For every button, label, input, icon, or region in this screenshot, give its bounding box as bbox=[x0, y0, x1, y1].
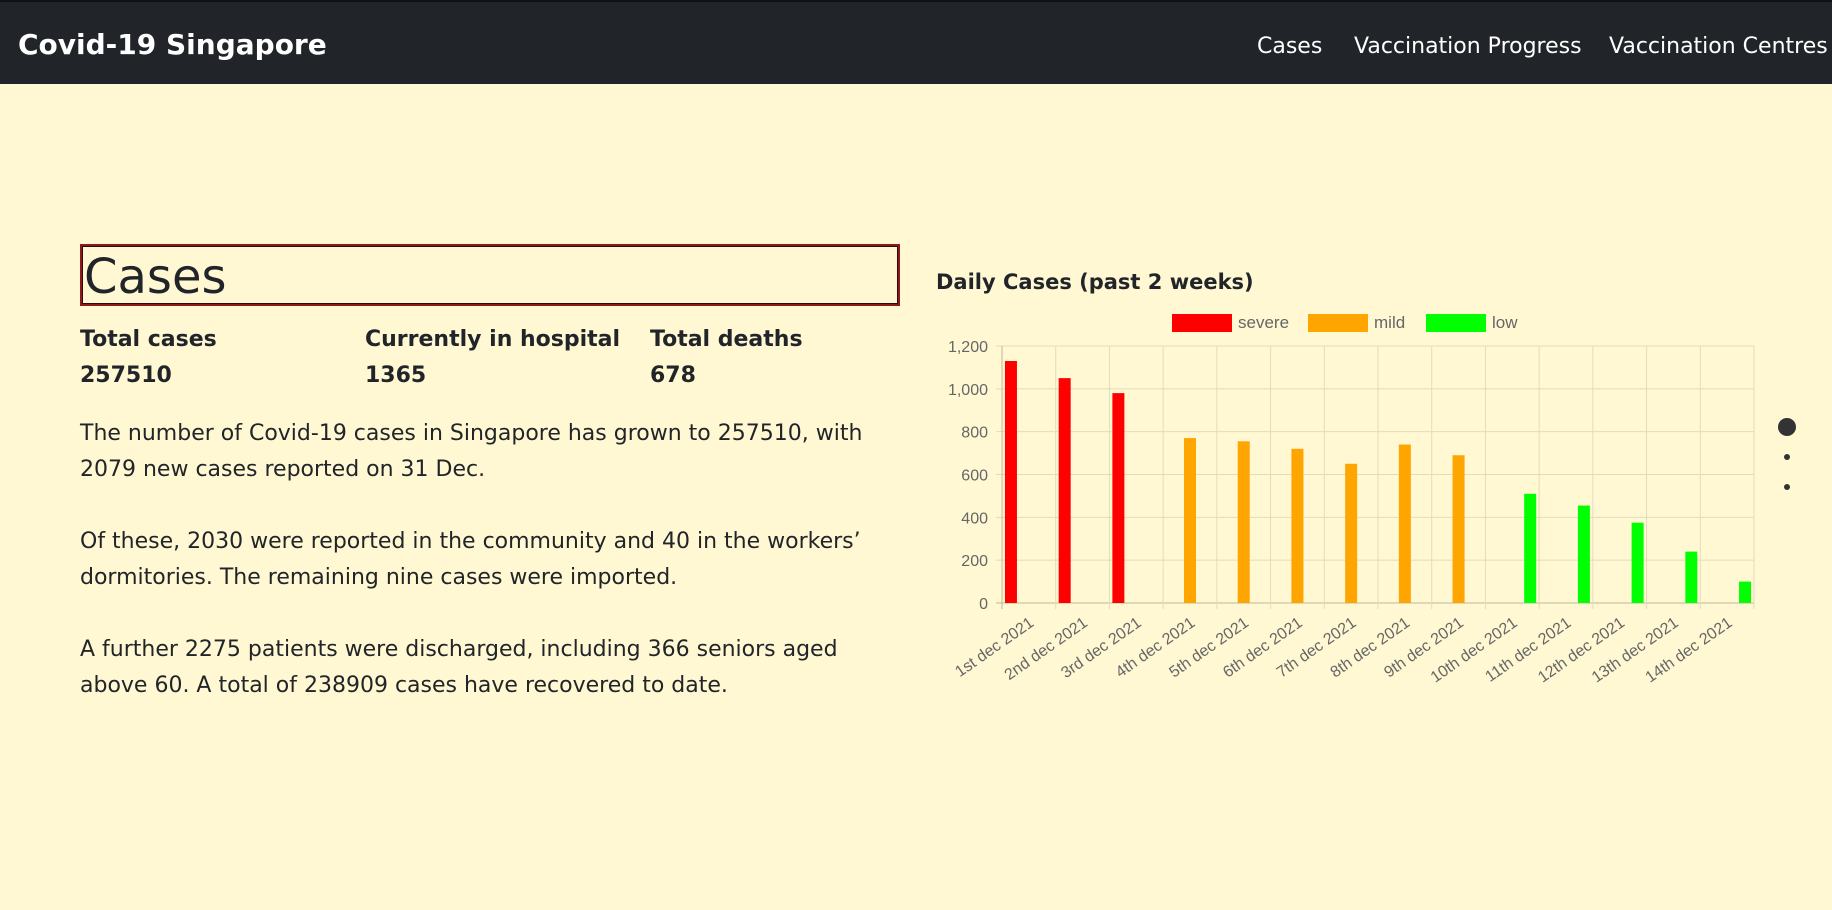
legend-swatch-severe bbox=[1172, 314, 1232, 332]
carousel-dot-2[interactable] bbox=[1784, 454, 1790, 460]
legend-label-mild: mild bbox=[1374, 313, 1405, 332]
bar-mild bbox=[1345, 463, 1358, 603]
bar-mild bbox=[1237, 441, 1250, 603]
bar-severe bbox=[1004, 360, 1017, 603]
bar-mild bbox=[1184, 438, 1196, 603]
stat-hospital-label: Currently in hospital bbox=[365, 327, 621, 352]
cases-paragraph-2: Of these, 2030 were reported in the comm… bbox=[80, 529, 861, 590]
stat-total-cases-label: Total cases bbox=[80, 327, 217, 352]
legend-label-severe: severe bbox=[1238, 313, 1289, 332]
bar-low bbox=[1631, 522, 1644, 603]
stat-deaths-value: 678 bbox=[650, 363, 696, 388]
carousel-dot-active[interactable] bbox=[1778, 418, 1796, 436]
nav-link-vaccination-centres[interactable]: Vaccination Centres bbox=[1609, 34, 1828, 59]
y-tick-label: 400 bbox=[961, 510, 988, 527]
chart-title: Daily Cases (past 2 weeks) bbox=[936, 270, 1254, 294]
carousel-dot-3[interactable] bbox=[1784, 484, 1790, 490]
nav-link-vaccination-progress[interactable]: Vaccination Progress bbox=[1354, 34, 1582, 59]
y-tick-label: 1,200 bbox=[948, 339, 988, 356]
bar-severe bbox=[1058, 378, 1071, 603]
legend-label-low: low bbox=[1492, 313, 1518, 332]
nav-link-cases[interactable]: Cases bbox=[1257, 34, 1323, 59]
cases-paragraph-3: A further 2275 patients were discharged,… bbox=[80, 637, 838, 698]
cases-heading-box: Cases bbox=[80, 244, 900, 306]
legend-swatch-low bbox=[1426, 314, 1486, 332]
page-title: Cases bbox=[84, 249, 227, 305]
stat-deaths-label: Total deaths bbox=[650, 327, 803, 352]
bar-low bbox=[1685, 551, 1698, 603]
bar-low bbox=[1524, 493, 1537, 603]
y-tick-label: 800 bbox=[961, 425, 988, 442]
y-tick-label: 200 bbox=[961, 553, 988, 570]
y-tick-label: 1,000 bbox=[948, 382, 988, 399]
navbar: Covid-19 Singapore Cases Vaccination Pro… bbox=[0, 0, 1832, 84]
bar-mild bbox=[1291, 448, 1304, 603]
bar-low bbox=[1577, 505, 1590, 603]
bar-mild bbox=[1398, 444, 1411, 603]
stat-total-cases-value: 257510 bbox=[80, 363, 172, 388]
legend-swatch-mild bbox=[1308, 314, 1368, 332]
cases-paragraph-1: The number of Covid-19 cases in Singapor… bbox=[80, 421, 863, 482]
brand-link[interactable]: Covid-19 Singapore bbox=[18, 28, 327, 61]
stat-hospital-value: 1365 bbox=[365, 363, 427, 388]
bar-low bbox=[1739, 581, 1752, 603]
y-tick-label: 0 bbox=[979, 596, 988, 613]
bar-severe bbox=[1112, 393, 1125, 603]
bar-mild bbox=[1452, 455, 1465, 603]
y-tick-label: 600 bbox=[961, 468, 988, 485]
